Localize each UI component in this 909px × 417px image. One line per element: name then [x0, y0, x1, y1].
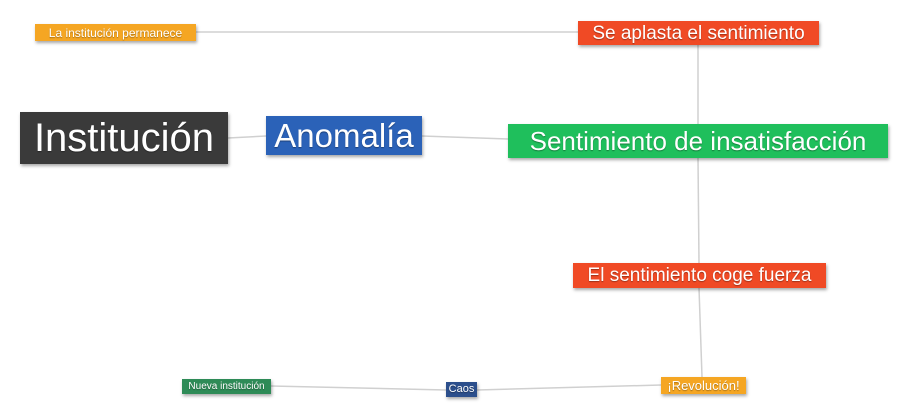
edge-institucion-anomalia: [227, 135, 267, 139]
node-sentimiento-insatisfaccion: Sentimiento de insatisfacción: [508, 124, 888, 158]
edge-caos-nueva: [270, 385, 447, 391]
edge-revolucion-caos: [476, 384, 662, 391]
node-coge-fuerza: El sentimiento coge fuerza: [573, 263, 826, 288]
node-nueva-institucion: Nueva institución: [182, 379, 271, 394]
edge-fuerza-revolucion: [698, 287, 703, 378]
node-anomalia: Anomalía: [266, 116, 422, 155]
node-caos: Caos: [446, 382, 477, 397]
node-institucion: Institución: [20, 112, 228, 164]
node-revolucion: ¡Revolución!: [661, 377, 746, 394]
edge-sentimiento-fuerza: [697, 157, 700, 264]
edge-anomalia-sentimiento: [421, 135, 509, 140]
node-se-aplasta: Se aplasta el sentimiento: [578, 21, 819, 45]
node-institucion-permanece: La institución permanece: [35, 24, 196, 41]
